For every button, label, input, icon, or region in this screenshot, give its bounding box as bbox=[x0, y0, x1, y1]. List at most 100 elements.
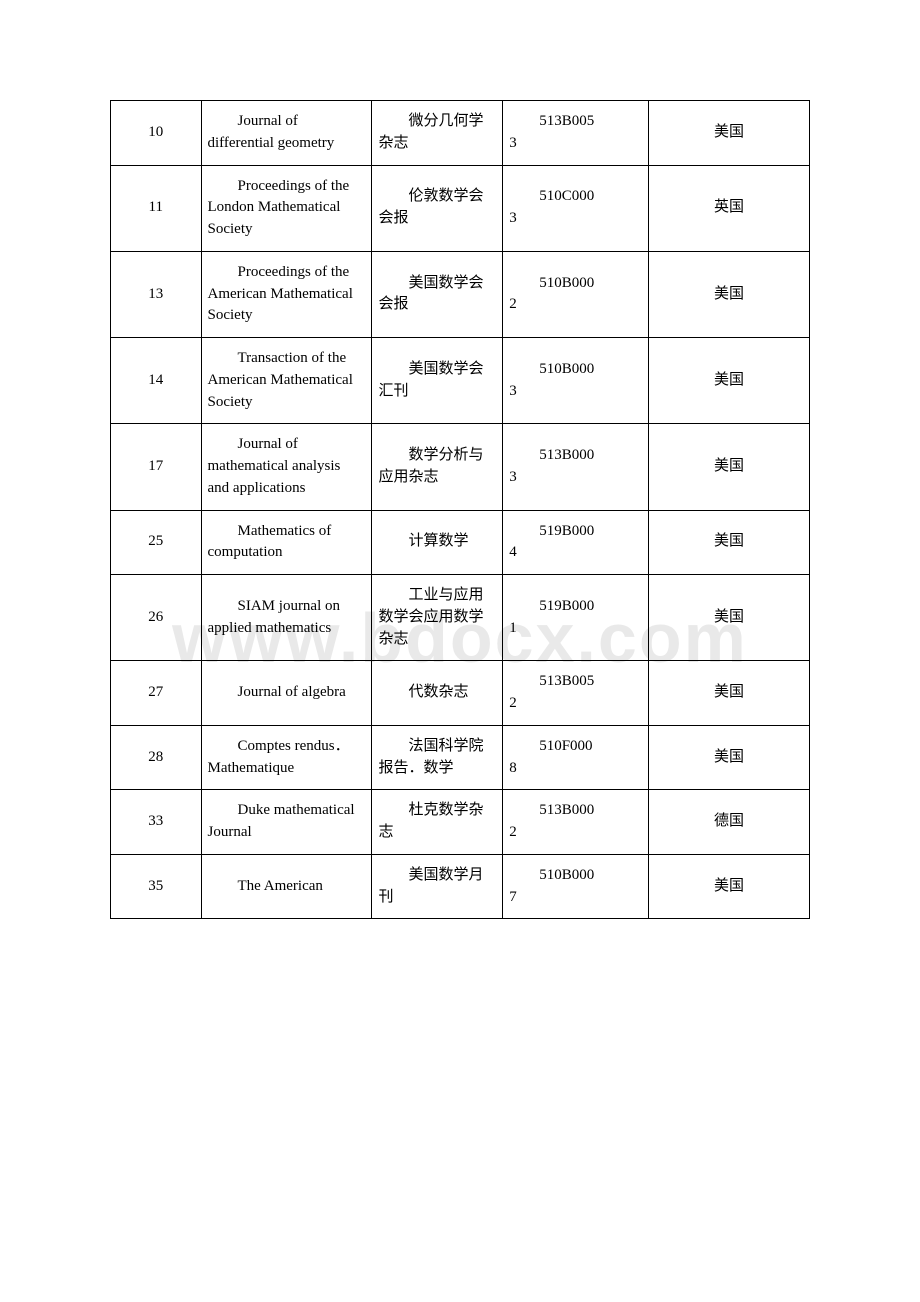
journal-code-main: 513B005 bbox=[509, 671, 642, 693]
page: www.bdocx.com 10Journal of differential … bbox=[0, 0, 920, 979]
table-row: 11Proceedings of the London Mathematical… bbox=[111, 165, 810, 251]
table-row: 27Journal of algebra代数杂志513B0052美国 bbox=[111, 661, 810, 726]
journal-country: 德国 bbox=[649, 790, 810, 855]
table-row: 13Proceedings of the American Mathematic… bbox=[111, 251, 810, 337]
journal-title-cn-text: 代数杂志 bbox=[378, 682, 496, 704]
journal-title-en: Comptes rendus．Mathematique bbox=[201, 725, 372, 790]
journal-code-tail: 4 bbox=[509, 542, 642, 564]
journal-title-en-text: Journal of algebra bbox=[208, 682, 366, 704]
row-index: 14 bbox=[111, 338, 202, 424]
journal-title-en: Journal of algebra bbox=[201, 661, 372, 726]
journal-title-en-text: Duke mathematical Journal bbox=[208, 800, 366, 844]
journal-title-cn: 数学分析与应用杂志 bbox=[372, 424, 503, 510]
journal-title-en: Proceedings of the American Mathematical… bbox=[201, 251, 372, 337]
journal-code-tail: 3 bbox=[509, 467, 642, 489]
journal-country: 美国 bbox=[649, 251, 810, 337]
journal-code-main: 510C000 bbox=[509, 186, 642, 208]
journal-title-cn: 伦敦数学会会报 bbox=[372, 165, 503, 251]
journal-title-en: Mathematics of computation bbox=[201, 510, 372, 575]
journal-title-cn: 杜克数学杂志 bbox=[372, 790, 503, 855]
table-row: 17Journal of mathematical analysis and a… bbox=[111, 424, 810, 510]
journal-code: 510B0007 bbox=[503, 854, 649, 919]
row-index: 28 bbox=[111, 725, 202, 790]
journal-code: 519B0004 bbox=[503, 510, 649, 575]
journal-code-tail: 3 bbox=[509, 133, 642, 155]
journal-title-en-text: Comptes rendus．Mathematique bbox=[208, 736, 366, 780]
journal-code-tail: 1 bbox=[509, 618, 642, 640]
journal-code-tail: 2 bbox=[509, 822, 642, 844]
journal-title-cn: 美国数学月刊 bbox=[372, 854, 503, 919]
journal-title-en-text: Proceedings of the London Mathematical S… bbox=[208, 176, 366, 241]
journal-country: 美国 bbox=[649, 725, 810, 790]
journal-code-tail: 3 bbox=[509, 381, 642, 403]
journal-title-cn-text: 伦敦数学会会报 bbox=[378, 186, 496, 230]
journal-title-cn: 微分几何学杂志 bbox=[372, 101, 503, 166]
journal-title-en: Journal of mathematical analysis and app… bbox=[201, 424, 372, 510]
journal-title-cn: 美国数学会汇刊 bbox=[372, 338, 503, 424]
journal-code-tail: 2 bbox=[509, 693, 642, 715]
journal-code-main: 510B000 bbox=[509, 359, 642, 381]
journal-title-en: Journal of differential geometry bbox=[201, 101, 372, 166]
journal-title-en-text: Journal of mathematical analysis and app… bbox=[208, 434, 366, 499]
journal-title-en-text: Transaction of the American Mathematical… bbox=[208, 348, 366, 413]
journal-title-cn: 代数杂志 bbox=[372, 661, 503, 726]
journal-title-cn: 计算数学 bbox=[372, 510, 503, 575]
row-index: 17 bbox=[111, 424, 202, 510]
journal-title-en-text: The American bbox=[208, 876, 366, 898]
journal-code-main: 513B000 bbox=[509, 445, 642, 467]
journal-code: 510C0003 bbox=[503, 165, 649, 251]
journal-title-cn-text: 计算数学 bbox=[378, 531, 496, 553]
journal-title-en-text: Proceedings of the American Mathematical… bbox=[208, 262, 366, 327]
journal-country: 美国 bbox=[649, 575, 810, 661]
journal-title-cn-text: 杜克数学杂志 bbox=[378, 800, 496, 844]
journal-code-main: 513B000 bbox=[509, 800, 642, 822]
journal-code: 513B0052 bbox=[503, 661, 649, 726]
table-row: 26SIAM journal on applied mathematics 工业与… bbox=[111, 575, 810, 661]
journal-title-cn-text: 数学分析与应用杂志 bbox=[378, 445, 496, 489]
journal-title-cn-text: 微分几何学杂志 bbox=[378, 111, 496, 155]
journal-code: 519B0001 bbox=[503, 575, 649, 661]
journal-code: 513B0003 bbox=[503, 424, 649, 510]
journal-code-main: 513B005 bbox=[509, 111, 642, 133]
journal-title-en-text: Mathematics of computation bbox=[208, 521, 366, 565]
row-index: 35 bbox=[111, 854, 202, 919]
row-index: 13 bbox=[111, 251, 202, 337]
journal-code: 513B0053 bbox=[503, 101, 649, 166]
journal-code: 510F0008 bbox=[503, 725, 649, 790]
table-row: 33Duke mathematical Journal杜克数学杂志513B000… bbox=[111, 790, 810, 855]
table-row: 28Comptes rendus．Mathematique法国科学院报告．数学5… bbox=[111, 725, 810, 790]
journal-title-en-text: SIAM journal on applied mathematics bbox=[208, 596, 366, 640]
journal-title-en: Transaction of the American Mathematical… bbox=[201, 338, 372, 424]
journal-code-main: 519B000 bbox=[509, 521, 642, 543]
journal-title-cn-text: 美国数学会会报 bbox=[378, 273, 496, 317]
journal-title-cn-text: 美国数学会汇刊 bbox=[378, 359, 496, 403]
row-index: 10 bbox=[111, 101, 202, 166]
row-index: 26 bbox=[111, 575, 202, 661]
journal-code-main: 510F000 bbox=[509, 736, 642, 758]
journal-title-cn-text: 工业与应用数学会应用数学杂志 bbox=[378, 585, 496, 650]
table-row: 35The American美国数学月刊510B0007美国 bbox=[111, 854, 810, 919]
table-row: 25Mathematics of computation计算数学519B0004… bbox=[111, 510, 810, 575]
journal-code-tail: 7 bbox=[509, 887, 642, 909]
journal-title-cn: 法国科学院报告．数学 bbox=[372, 725, 503, 790]
journal-title-en-text: Journal of differential geometry bbox=[208, 111, 366, 155]
journal-country: 美国 bbox=[649, 661, 810, 726]
journal-code-main: 510B000 bbox=[509, 865, 642, 887]
journal-title-cn: 工业与应用数学会应用数学杂志 bbox=[372, 575, 503, 661]
journal-country: 美国 bbox=[649, 338, 810, 424]
journal-country: 美国 bbox=[649, 510, 810, 575]
row-index: 27 bbox=[111, 661, 202, 726]
journal-code: 513B0002 bbox=[503, 790, 649, 855]
journal-title-cn: 美国数学会会报 bbox=[372, 251, 503, 337]
journal-title-en: SIAM journal on applied mathematics bbox=[201, 575, 372, 661]
journal-code-tail: 3 bbox=[509, 208, 642, 230]
journal-code-main: 519B000 bbox=[509, 596, 642, 618]
journal-country: 美国 bbox=[649, 101, 810, 166]
journal-code-tail: 2 bbox=[509, 294, 642, 316]
journal-title-en: The American bbox=[201, 854, 372, 919]
table-row: 10Journal of differential geometry 微分几何学杂… bbox=[111, 101, 810, 166]
journal-code: 510B0002 bbox=[503, 251, 649, 337]
journal-title-en: Duke mathematical Journal bbox=[201, 790, 372, 855]
journal-code-tail: 8 bbox=[509, 758, 642, 780]
journal-country: 美国 bbox=[649, 424, 810, 510]
